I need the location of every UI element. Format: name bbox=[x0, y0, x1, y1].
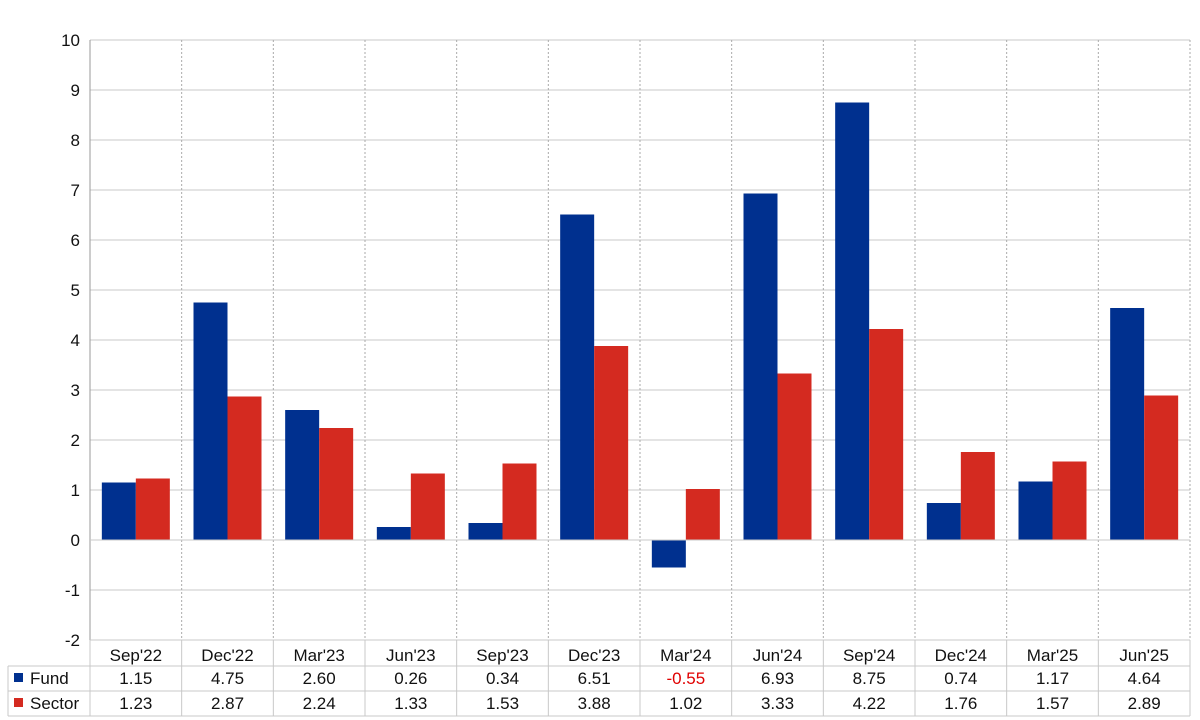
gridlines bbox=[89, 39, 1191, 641]
table-value-fund: 1.15 bbox=[119, 669, 152, 688]
bar-fund bbox=[101, 482, 136, 540]
legend-label-sector: Sector bbox=[30, 694, 79, 713]
y-tick-label: 1 bbox=[71, 481, 80, 500]
y-tick-label: 8 bbox=[71, 131, 80, 150]
bar-sector bbox=[410, 473, 445, 540]
bar-fund bbox=[743, 193, 778, 540]
bar-sector bbox=[227, 396, 262, 540]
table-value-sector: 1.23 bbox=[119, 694, 152, 713]
bar-sector bbox=[502, 463, 537, 540]
table-value-fund: 6.93 bbox=[761, 669, 794, 688]
y-tick-label: -2 bbox=[65, 631, 80, 650]
bar-fund bbox=[1110, 308, 1145, 540]
y-tick-label: 3 bbox=[71, 381, 80, 400]
bar-fund bbox=[926, 503, 961, 540]
table-value-fund: 0.34 bbox=[486, 669, 519, 688]
y-tick-label: 4 bbox=[71, 331, 80, 350]
table-value-sector: 2.89 bbox=[1128, 694, 1161, 713]
table-value-fund: 0.74 bbox=[944, 669, 977, 688]
y-tick-label: 9 bbox=[71, 81, 80, 100]
x-category-label: Mar'24 bbox=[660, 646, 711, 665]
table-value-sector: 2.87 bbox=[211, 694, 244, 713]
x-category-label: Mar'25 bbox=[1027, 646, 1078, 665]
y-tick-label: 5 bbox=[71, 281, 80, 300]
table-value-fund: -0.55 bbox=[666, 669, 705, 688]
x-category-label: Dec'24 bbox=[935, 646, 987, 665]
table-value-sector: 1.53 bbox=[486, 694, 519, 713]
x-category-label: Sep'23 bbox=[476, 646, 528, 665]
table-value-fund: 0.26 bbox=[394, 669, 427, 688]
table-value-sector: 1.02 bbox=[669, 694, 702, 713]
table-value-fund: 8.75 bbox=[853, 669, 886, 688]
y-tick-label: 6 bbox=[71, 231, 80, 250]
y-tick-label: -1 bbox=[65, 581, 80, 600]
bar-sector bbox=[135, 478, 170, 540]
table-value-sector: 4.22 bbox=[853, 694, 886, 713]
bar-sector bbox=[1052, 461, 1087, 540]
table-value-fund: 4.75 bbox=[211, 669, 244, 688]
y-tick-label: 7 bbox=[71, 181, 80, 200]
table-value-sector: 3.33 bbox=[761, 694, 794, 713]
x-category-label: Sep'22 bbox=[110, 646, 162, 665]
bar-fund bbox=[560, 214, 595, 540]
x-category-label: Sep'24 bbox=[843, 646, 895, 665]
data-table: Sep'22 Dec'22 Mar'23 Jun'23 Sep'23 Dec'23 Mar'… bbox=[7, 639, 1191, 717]
bar-sector bbox=[869, 329, 904, 540]
bar-fund bbox=[835, 102, 870, 540]
bar-fund bbox=[468, 523, 503, 540]
legend-label-fund: Fund bbox=[30, 669, 69, 688]
bar-sector bbox=[594, 346, 629, 540]
x-category-label: Mar'23 bbox=[293, 646, 344, 665]
bar-sector bbox=[960, 452, 995, 540]
x-category-label: Jun'23 bbox=[386, 646, 436, 665]
legend-swatch-fund bbox=[14, 673, 23, 682]
table-value-fund: 1.17 bbox=[1036, 669, 1069, 688]
y-tick-label: 2 bbox=[71, 431, 80, 450]
table-value-fund: 4.64 bbox=[1128, 669, 1161, 688]
bar-sector bbox=[777, 373, 812, 540]
bar-fund bbox=[285, 410, 320, 540]
bar-sector bbox=[1144, 395, 1179, 540]
y-tick-label: 0 bbox=[71, 531, 80, 550]
table-value-sector: 1.33 bbox=[394, 694, 427, 713]
bars bbox=[90, 102, 1190, 568]
table-value-fund: 2.60 bbox=[303, 669, 336, 688]
legend-swatch-sector bbox=[14, 698, 23, 707]
table-value-sector: 1.57 bbox=[1036, 694, 1069, 713]
y-tick-label: 10 bbox=[61, 31, 80, 50]
bar-fund bbox=[193, 302, 228, 540]
x-category-label: Jun'25 bbox=[1119, 646, 1169, 665]
bar-fund bbox=[376, 527, 411, 540]
bar-fund bbox=[651, 540, 686, 568]
table-value-sector: 1.76 bbox=[944, 694, 977, 713]
bar-fund bbox=[1018, 481, 1053, 540]
x-category-label: Jun'24 bbox=[753, 646, 803, 665]
table-value-sector: 2.24 bbox=[303, 694, 336, 713]
bar-sector bbox=[319, 428, 354, 540]
table-value-fund: 6.51 bbox=[578, 669, 611, 688]
x-category-label: Dec'22 bbox=[201, 646, 253, 665]
x-category-label: Dec'23 bbox=[568, 646, 620, 665]
bar-sector bbox=[685, 489, 720, 540]
table-value-sector: 3.88 bbox=[578, 694, 611, 713]
